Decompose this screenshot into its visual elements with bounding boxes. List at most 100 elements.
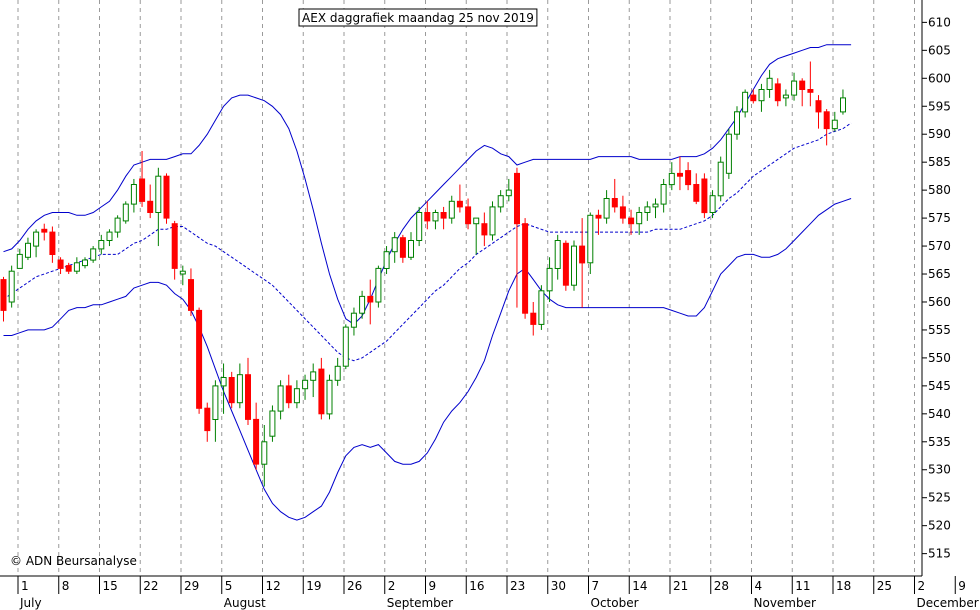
candle-body-up — [709, 195, 716, 213]
month-label: November — [754, 596, 816, 610]
candle-body-up — [302, 379, 309, 390]
candle — [212, 380, 219, 442]
candle — [595, 209, 602, 235]
candle-body-up — [236, 374, 243, 404]
x-tick-label: 15 — [103, 579, 118, 593]
month-label: December — [917, 596, 979, 610]
candle — [465, 198, 472, 230]
candle-body-up — [98, 240, 105, 250]
chart-title: AEX daggrafiek maandag 25 nov 2019 — [302, 11, 534, 25]
candle-body-up — [293, 388, 300, 404]
candle-body-up — [25, 242, 31, 258]
candle-body-up — [791, 80, 798, 96]
candle — [326, 374, 333, 420]
x-tick-label: 29 — [184, 579, 199, 593]
candle — [799, 78, 806, 107]
candle-body-down — [228, 377, 235, 404]
candle — [628, 209, 635, 235]
candle — [652, 198, 659, 219]
y-tick-label: 545 — [928, 379, 951, 393]
x-tick-label: 30 — [551, 579, 566, 593]
x-tick-label: 9 — [958, 579, 966, 593]
candle — [603, 190, 610, 224]
candle-body-up — [660, 184, 667, 205]
x-tick-label: 23 — [510, 579, 525, 593]
candle-body-up — [82, 259, 88, 267]
candle — [171, 220, 178, 280]
candle-body-up — [383, 251, 390, 269]
candle-body-up — [636, 212, 643, 225]
candle-body-down — [147, 200, 154, 214]
candle-body-down — [481, 223, 488, 236]
candle — [90, 246, 97, 263]
candle — [774, 78, 781, 107]
y-tick-label: 540 — [928, 407, 951, 421]
y-tick-label: 590 — [928, 127, 951, 141]
candle — [196, 307, 203, 414]
candle-body-down — [440, 212, 447, 219]
candle-body-up — [375, 267, 382, 303]
candle-body-down — [693, 184, 700, 202]
y-tick-label: 605 — [928, 43, 951, 57]
x-tick-label: 2 — [388, 579, 396, 593]
candle — [57, 257, 64, 275]
candle-body-down — [465, 206, 472, 225]
candle — [245, 357, 251, 426]
month-label: July — [19, 596, 42, 610]
candle — [571, 240, 577, 291]
candle-body-up — [473, 217, 480, 225]
candle-body-up — [359, 295, 366, 314]
candle-body-down — [196, 309, 203, 409]
candle — [791, 72, 798, 101]
y-tick-label: 580 — [928, 183, 951, 197]
vertical-grid — [17, 0, 915, 576]
candle — [163, 173, 170, 224]
y-axis: 515 520 525 530 535 540 545 550 555 560 565 570 575 5… — [922, 15, 951, 561]
candle-body-down — [774, 83, 781, 102]
candle — [73, 257, 80, 275]
candle — [293, 380, 300, 409]
x-tick-label: 16 — [469, 579, 484, 593]
candle-body-down — [750, 94, 757, 102]
candle — [725, 128, 732, 179]
candle — [359, 290, 366, 319]
candle-body-up — [179, 270, 186, 275]
candle — [448, 195, 455, 224]
candle-body-up — [326, 379, 333, 415]
candle-body-up — [408, 240, 414, 258]
candle — [758, 83, 765, 112]
candle — [636, 206, 643, 235]
month-label: September — [387, 596, 453, 610]
candle-body-down — [65, 265, 72, 272]
x-tick-label: 18 — [836, 579, 851, 593]
candle-body-up — [734, 111, 740, 135]
candle — [204, 402, 211, 442]
candle-body-up — [269, 410, 276, 437]
x-tick-label: 25 — [877, 579, 892, 593]
candle — [49, 226, 56, 263]
candle-body-down — [204, 407, 211, 432]
candle-body-down — [701, 178, 708, 214]
candle — [734, 106, 740, 140]
candle-body-up — [554, 240, 561, 269]
candle — [228, 371, 235, 409]
x-tick-label: 9 — [429, 579, 437, 593]
candle — [8, 265, 15, 308]
bollinger-bands — [3, 44, 852, 521]
candle-body-up — [571, 245, 577, 286]
candle — [840, 89, 846, 115]
x-tick-label: 11 — [795, 579, 810, 593]
candle — [473, 217, 480, 255]
candle — [25, 237, 31, 261]
candle — [685, 162, 692, 191]
candle-body-up — [16, 253, 23, 269]
x-tick-label: 12 — [266, 579, 281, 593]
candle-body-up — [644, 206, 651, 213]
candle — [709, 190, 716, 219]
candle-body-up — [742, 91, 749, 113]
candle-body-up — [652, 203, 659, 208]
upper-band-line — [3, 44, 852, 325]
candle-body-up — [106, 231, 113, 242]
candle — [106, 229, 113, 247]
